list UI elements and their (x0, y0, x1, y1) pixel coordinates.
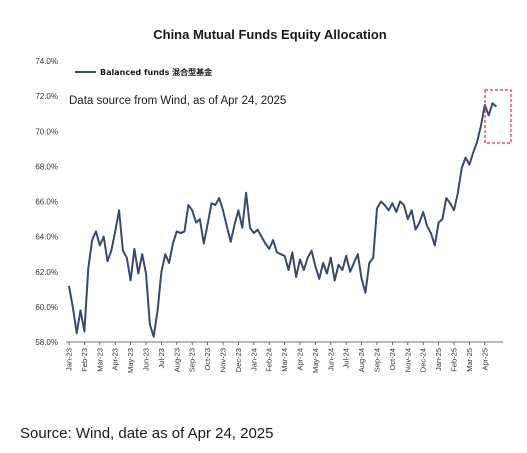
x-tick-label: Apr-23 (111, 348, 120, 371)
y-tick-label: 68.0% (35, 162, 58, 171)
x-tick-label: Aug-24 (357, 348, 366, 372)
y-tick-label: 72.0% (35, 92, 58, 101)
x-tick-label: May-23 (126, 348, 135, 373)
x-tick-label: Dec-24 (419, 348, 428, 372)
x-tick-label: Sep-24 (373, 348, 382, 372)
x-tick-label: Oct-23 (203, 348, 212, 371)
x-tick-label: Feb-23 (80, 348, 89, 372)
legend-label: Balanced funds 混合型基金 (100, 67, 213, 77)
x-tick-label: Oct-24 (388, 348, 397, 371)
y-tick-label: 64.0% (35, 233, 58, 242)
x-tick-label: Apr-25 (480, 348, 489, 371)
x-tick-label: Jun-24 (326, 348, 335, 371)
y-tick-label: 62.0% (35, 268, 58, 277)
x-tick-label: Feb-25 (450, 348, 459, 372)
y-tick-label: 70.0% (35, 127, 58, 136)
x-tick-label: Jun-23 (142, 348, 151, 371)
x-tick-label: Sep-23 (188, 348, 197, 372)
x-tick-label: Jan-23 (65, 348, 74, 371)
x-tick-label: Jul-23 (157, 348, 166, 368)
x-tick-label: Dec-23 (234, 348, 243, 372)
x-axis: Jan-23 Feb-23 Mar-23 Apr-23 May-23 Jun-23 Jul-… (65, 341, 503, 373)
x-tick-label: Nov-24 (403, 348, 412, 372)
series-line (68, 102, 498, 338)
y-tick-label: 74.0% (35, 57, 58, 66)
chart-title: China Mutual Funds Equity Allocation (153, 27, 387, 42)
x-tick-label: Mar-25 (465, 348, 474, 372)
x-tick-label: Aug-23 (172, 348, 181, 372)
x-tick-label: Jul-24 (342, 348, 351, 368)
x-tick-label: Nov-23 (219, 348, 228, 372)
chart-annotation: Data source from Wind, as of Apr 24, 202… (69, 95, 286, 107)
y-tick-label: 66.0% (35, 198, 58, 207)
highlight-box (484, 89, 512, 144)
y-tick-label: 60.0% (35, 303, 58, 312)
series-layer (68, 102, 498, 338)
x-tick-label: Apr-24 (296, 348, 305, 371)
source-footer: Source: Wind, date as of Apr 24, 2025 (20, 425, 274, 442)
x-tick-label: May-24 (311, 348, 320, 373)
legend: Balanced funds 混合型基金 (75, 67, 213, 77)
y-axis: 58.0% 60.0% 62.0% 64.0% 66.0% 68.0% 70.0% 72.0%… (35, 57, 58, 347)
x-tick-label: Mar-23 (95, 348, 104, 372)
x-tick-label: Feb-24 (265, 348, 274, 372)
x-tick-label: Jan-24 (249, 348, 258, 371)
y-tick-label: 58.0% (35, 338, 58, 347)
x-tick-label: Mar-24 (280, 348, 289, 372)
x-tick-label: Jan-25 (434, 348, 443, 371)
